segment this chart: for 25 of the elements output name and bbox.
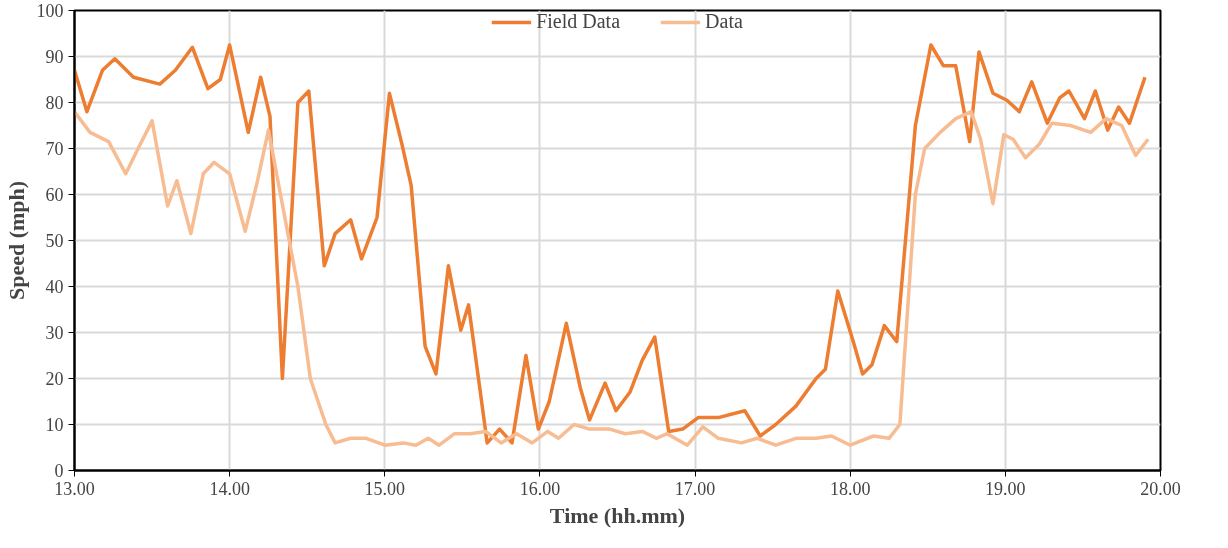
x-tick-label: 16.00 (519, 478, 561, 499)
x-tick-label: 13.00 (54, 478, 95, 499)
x-tick-label: 17.00 (674, 478, 716, 499)
y-tick-label: 80 (45, 93, 64, 113)
line-series (74, 109, 1150, 447)
y-tick-label: 90 (45, 47, 64, 67)
x-tick-label: 15.00 (364, 478, 406, 499)
x-tick-label: 14.00 (209, 478, 250, 499)
legend-label: Data (705, 10, 743, 33)
y-tick-label: 40 (45, 277, 64, 297)
x-tick-label: 19.00 (985, 478, 1026, 499)
y-tick-label: 0 (54, 461, 64, 481)
x-axis-title: Time (hh.mm) (549, 502, 686, 528)
x-tick-label: 18.00 (829, 478, 871, 499)
y-tick-label: 60 (45, 185, 64, 205)
x-tick-label: 20.00 (1140, 478, 1181, 499)
line-series (74, 43, 1147, 445)
y-tick-label: 20 (45, 369, 64, 389)
y-tick-label: 10 (45, 415, 64, 435)
legend-label: Field Data (536, 10, 621, 33)
y-tick-label: 50 (45, 231, 64, 251)
y-axis-title: Speed (mph) (3, 180, 29, 301)
y-tick-label: 100 (36, 1, 64, 21)
y-tick-label: 30 (45, 323, 64, 343)
y-tick-label: 70 (45, 139, 64, 159)
